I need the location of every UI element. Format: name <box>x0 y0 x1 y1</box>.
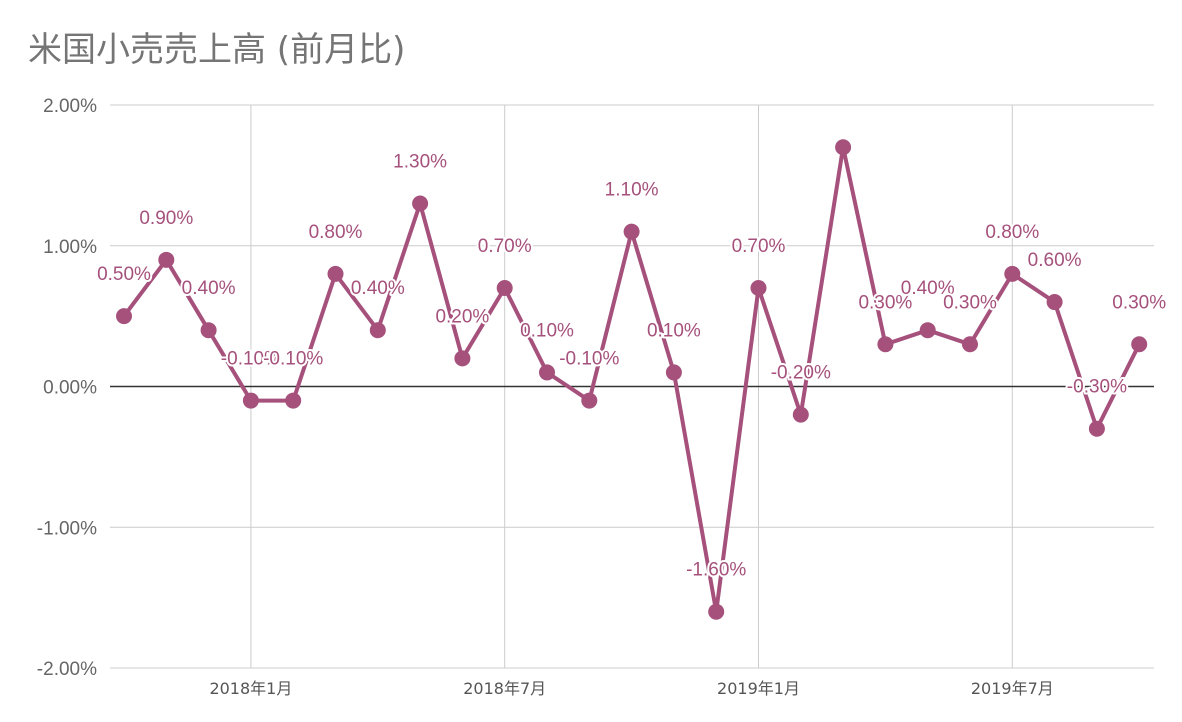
series-line-path <box>122 145 1142 614</box>
data-point <box>919 322 936 339</box>
data-point <box>369 322 386 339</box>
data-point <box>1131 336 1148 353</box>
data-label: -0.10% <box>221 349 281 370</box>
y-tick-label: -2.00% <box>37 659 97 680</box>
data-point <box>750 279 767 296</box>
data-label: 0.30% <box>858 292 912 313</box>
data-point <box>1046 294 1063 311</box>
data-point <box>539 364 555 381</box>
data-point <box>496 279 513 296</box>
x-tick-label: 2019年7月 <box>971 679 1054 698</box>
data-label: -0.30% <box>1067 377 1127 398</box>
data-point <box>454 350 471 367</box>
x-tick-label: 2018年7月 <box>463 679 546 698</box>
data-point <box>665 364 682 381</box>
data-point <box>1088 420 1105 437</box>
data-label: 0.10% <box>647 320 701 341</box>
data-label: 0.50% <box>97 264 151 285</box>
data-point <box>327 265 344 282</box>
data-labels: 0.50%0.90%0.40%-0.10%-0.10%0.80%0.40%1.3… <box>95 150 1168 583</box>
data-label: 0.70% <box>478 236 532 257</box>
data-point <box>708 603 725 620</box>
data-label: 0.70% <box>732 236 786 257</box>
y-tick-label: 2.00% <box>43 96 97 117</box>
y-tick-label: 0.00% <box>43 378 97 399</box>
data-point <box>877 336 894 353</box>
data-point <box>285 392 302 409</box>
data-label: 0.40% <box>182 278 236 299</box>
data-label: 0.60% <box>1028 250 1082 271</box>
data-label: -0.10% <box>263 349 323 370</box>
data-label: 0.80% <box>309 222 363 243</box>
data-point <box>835 139 852 156</box>
data-label: 0.40% <box>351 278 405 299</box>
data-label: 0.30% <box>1112 292 1166 313</box>
horizontal-gridlines <box>110 104 1154 669</box>
data-label: -0.10% <box>559 349 619 370</box>
y-tick-label: -1.00% <box>37 518 97 539</box>
data-label: -0.20% <box>771 363 831 384</box>
y-axis-ticks: 2.00% 1.00% 0.00% -1.00% -2.00% <box>37 96 97 680</box>
data-label: -1.60% <box>686 560 746 581</box>
data-label: 0.10% <box>520 320 574 341</box>
data-label: 0.90% <box>139 208 193 229</box>
data-point <box>200 322 217 339</box>
data-points <box>116 139 1148 620</box>
data-point <box>792 406 809 423</box>
data-point <box>623 223 640 240</box>
x-axis-ticks: 2018年1月 2018年7月 2019年1月 2019年7月 <box>209 679 1053 698</box>
y-tick-label: 1.00% <box>43 237 97 258</box>
data-point <box>412 195 429 212</box>
data-label: 0.40% <box>901 278 955 299</box>
data-point <box>242 392 259 409</box>
data-point <box>116 308 132 325</box>
series-line <box>122 145 1142 614</box>
data-label: 1.30% <box>393 152 447 173</box>
chart-title: 米国小売売上高 (前月比) <box>28 30 406 70</box>
x-tick-label: 2018年1月 <box>209 679 292 698</box>
data-label: 1.10% <box>605 180 659 201</box>
data-point <box>581 392 598 409</box>
data-point <box>1004 265 1021 282</box>
data-point <box>962 336 978 353</box>
x-tick-label: 2019年1月 <box>717 679 800 698</box>
data-label: 0.30% <box>943 292 997 313</box>
data-label: 0.20% <box>435 306 489 327</box>
data-point <box>158 251 175 268</box>
data-label: 0.80% <box>985 222 1039 243</box>
